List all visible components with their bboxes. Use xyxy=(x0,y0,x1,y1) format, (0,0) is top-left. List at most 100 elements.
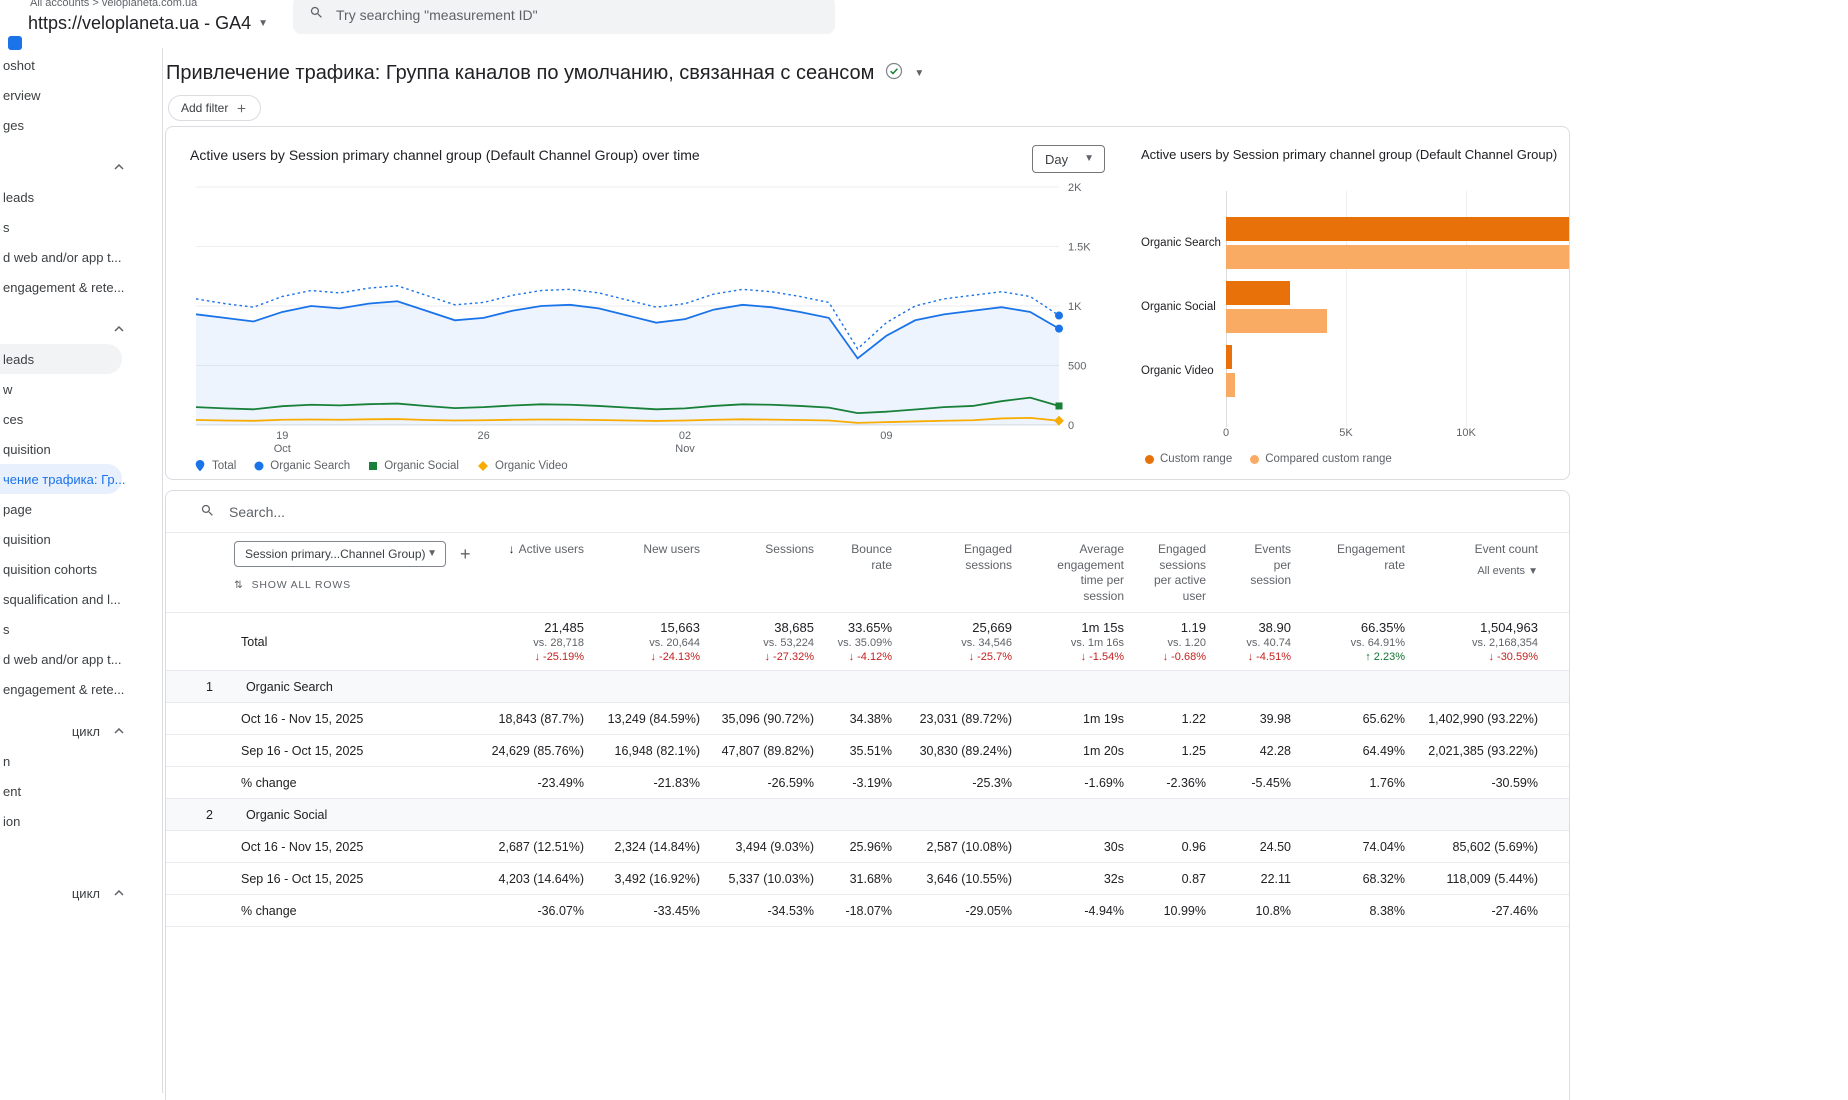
sidebar-item[interactable]: squalification and l... xyxy=(3,591,121,607)
legend-item: Organic Video xyxy=(477,460,568,472)
dimension-select[interactable]: Session primary...Channel Group) ▼ xyxy=(234,541,446,567)
line-chart-block: Active users by Session primary channel … xyxy=(190,145,1125,479)
app-logo-fragment xyxy=(8,36,22,50)
main-content: Привлечение трафика: Группа каналов по у… xyxy=(163,48,1848,1100)
metric-cell: -4.94% xyxy=(1084,903,1124,918)
metric-cell: -36.07% xyxy=(537,903,584,918)
metric-cell: 24.50 xyxy=(1259,839,1291,854)
channel-name: Organic Search xyxy=(245,679,333,694)
bar-chart-title: Active users by Session primary channel … xyxy=(1141,147,1558,162)
chevron-down-icon: ▼ xyxy=(427,548,437,559)
add-filter-button[interactable]: Add filter xyxy=(168,95,262,121)
bar-chart-axis: 0 5K 10K xyxy=(1141,427,1569,443)
add-dimension-button[interactable]: + xyxy=(460,544,471,564)
chevron-down-icon[interactable]: ▼ xyxy=(914,67,925,79)
column-header[interactable]: Sessions xyxy=(765,542,814,556)
sidebar-item[interactable]: erview xyxy=(3,87,41,103)
column-header[interactable]: Bounce rate xyxy=(851,542,892,572)
sidebar-item[interactable]: leads xyxy=(3,189,35,205)
sidebar-item[interactable]: n xyxy=(3,753,11,769)
breadcrumb[interactable]: All accounts > veloplaneta.com.ua xyxy=(30,0,198,9)
total-metric-cell: 33.65% vs. 35.09% ↓ -4.12% xyxy=(837,620,892,663)
sidebar-item[interactable]: d web and/or app t... xyxy=(3,651,122,667)
bar-category-label: Organic Social xyxy=(1141,301,1216,313)
metric-cell: 118,009 (5.44%) xyxy=(1446,871,1539,886)
bar-compared xyxy=(1226,309,1327,333)
svg-text:2K: 2K xyxy=(1068,182,1082,194)
metric-cell: 1m 19s xyxy=(1083,711,1124,726)
column-header[interactable]: ↓ Active users xyxy=(508,542,584,556)
sidebar-item[interactable]: d web and/or app t... xyxy=(3,249,122,265)
sidebar-item[interactable]: s xyxy=(3,219,10,235)
metric-cell: 2,021,385 (93.22%) xyxy=(1428,743,1538,758)
sidebar-section-header[interactable] xyxy=(0,314,162,344)
table-row: % change -23.49% -21.83% -26.59% -3.19% -25.… xyxy=(166,767,1569,799)
metric-cell: 30s xyxy=(1103,839,1124,854)
metric-cell: 18,843 (87.7%) xyxy=(498,711,584,726)
event-count-selector[interactable]: All events ▼ xyxy=(1477,564,1538,577)
row-index: 1 xyxy=(206,679,213,694)
row-label: Sep 16 - Oct 15, 2025 xyxy=(241,871,364,886)
svg-text:Oct: Oct xyxy=(274,443,291,455)
global-search-input[interactable]: Try searching "measurement ID" xyxy=(293,0,835,34)
sidebar-section-header[interactable]: цикл xyxy=(0,716,162,746)
metric-cell: 24,629 (85.76%) xyxy=(491,743,584,758)
page-title: Привлечение трафика: Группа каналов по у… xyxy=(166,62,875,84)
column-header[interactable]: Engaged sessions per active user xyxy=(1153,542,1206,603)
table-row: Oct 16 - Nov 15, 2025 18,843 (87.7%) 13,2… xyxy=(166,703,1569,735)
show-all-rows-button[interactable]: ⇅ SHOW ALL ROWS xyxy=(234,579,486,591)
sidebar-item[interactable]: engagement & rete... xyxy=(3,681,125,697)
metric-cell: -30.59% xyxy=(1491,775,1538,790)
property-name: https://veloplaneta.ua - GA4 xyxy=(28,13,252,33)
metric-cell: -27.46% xyxy=(1491,903,1538,918)
topbar: All accounts > veloplaneta.com.ua https:… xyxy=(0,0,1848,50)
sidebar-item[interactable]: engagement & rete... xyxy=(3,279,125,295)
column-header[interactable]: Events per session xyxy=(1250,542,1291,588)
chevron-up-icon xyxy=(114,164,124,170)
channel-name: Organic Social xyxy=(245,807,328,822)
bar-current xyxy=(1226,345,1232,369)
sidebar-item[interactable]: ges xyxy=(3,117,24,133)
sidebar-item[interactable]: quisition xyxy=(3,441,51,457)
sidebar-item[interactable]: quisition cohorts xyxy=(3,561,97,577)
column-header[interactable]: Event count All events ▼ xyxy=(1405,533,1538,578)
metric-cell: 35,096 (90.72%) xyxy=(721,711,814,726)
metric-cell: -3.19% xyxy=(852,775,892,790)
table-search-input[interactable]: Search... xyxy=(166,491,1569,533)
sidebar-item[interactable]: ent xyxy=(3,783,22,799)
sidebar-item[interactable]: quisition xyxy=(3,531,51,547)
sidebar-section-header[interactable] xyxy=(0,152,162,182)
table-total-row: Total 21,485 vs. 28,718 ↓ -25.19% 15,663… xyxy=(166,613,1569,671)
row-label: % change xyxy=(241,903,297,918)
table-row: Sep 16 - Oct 15, 2025 4,203 (14.64%) 3,49… xyxy=(166,863,1569,895)
granularity-select[interactable]: Day ▼ xyxy=(1031,145,1105,173)
svg-text:09: 09 xyxy=(880,430,892,442)
column-header[interactable]: Average engagement time per session xyxy=(1057,542,1124,603)
property-selector[interactable]: https://veloplaneta.ua - GA4 ▼ xyxy=(28,13,268,34)
sidebar-item[interactable]: w xyxy=(3,381,13,397)
metric-cell: 3,646 (10.55%) xyxy=(926,871,1012,886)
column-header[interactable]: New users xyxy=(643,542,700,556)
dimension-value: Session primary...Channel Group) xyxy=(245,547,426,561)
column-header[interactable]: Engagement rate xyxy=(1336,542,1405,572)
metric-cell: 0.96 xyxy=(1181,839,1206,854)
expand-rows-icon: ⇅ xyxy=(234,579,244,591)
chevron-up-icon xyxy=(114,326,124,332)
sidebar-item[interactable]: leads xyxy=(0,344,122,374)
metric-cell: -26.59% xyxy=(767,775,814,790)
sidebar-item[interactable]: oshot xyxy=(3,57,35,73)
metric-cell: 10.99% xyxy=(1163,903,1206,918)
sidebar-item[interactable]: ces xyxy=(3,411,24,427)
column-header[interactable]: Engaged sessions xyxy=(963,542,1012,572)
metric-cell: -34.53% xyxy=(767,903,814,918)
sidebar-item[interactable]: ion xyxy=(3,813,21,829)
metric-cell: -21.83% xyxy=(653,775,700,790)
sidebar-item[interactable]: чение трафика: Гр... xyxy=(0,464,125,494)
sidebar-item[interactable]: s xyxy=(3,621,10,637)
granularity-value: Day xyxy=(1044,151,1069,167)
report-status-icon[interactable] xyxy=(884,61,904,86)
row-label: Oct 16 - Nov 15, 2025 xyxy=(241,711,364,726)
sidebar-section-header[interactable]: цикл xyxy=(0,878,162,908)
metric-cell: 35.51% xyxy=(849,743,892,758)
sidebar-item[interactable]: page xyxy=(3,501,32,517)
